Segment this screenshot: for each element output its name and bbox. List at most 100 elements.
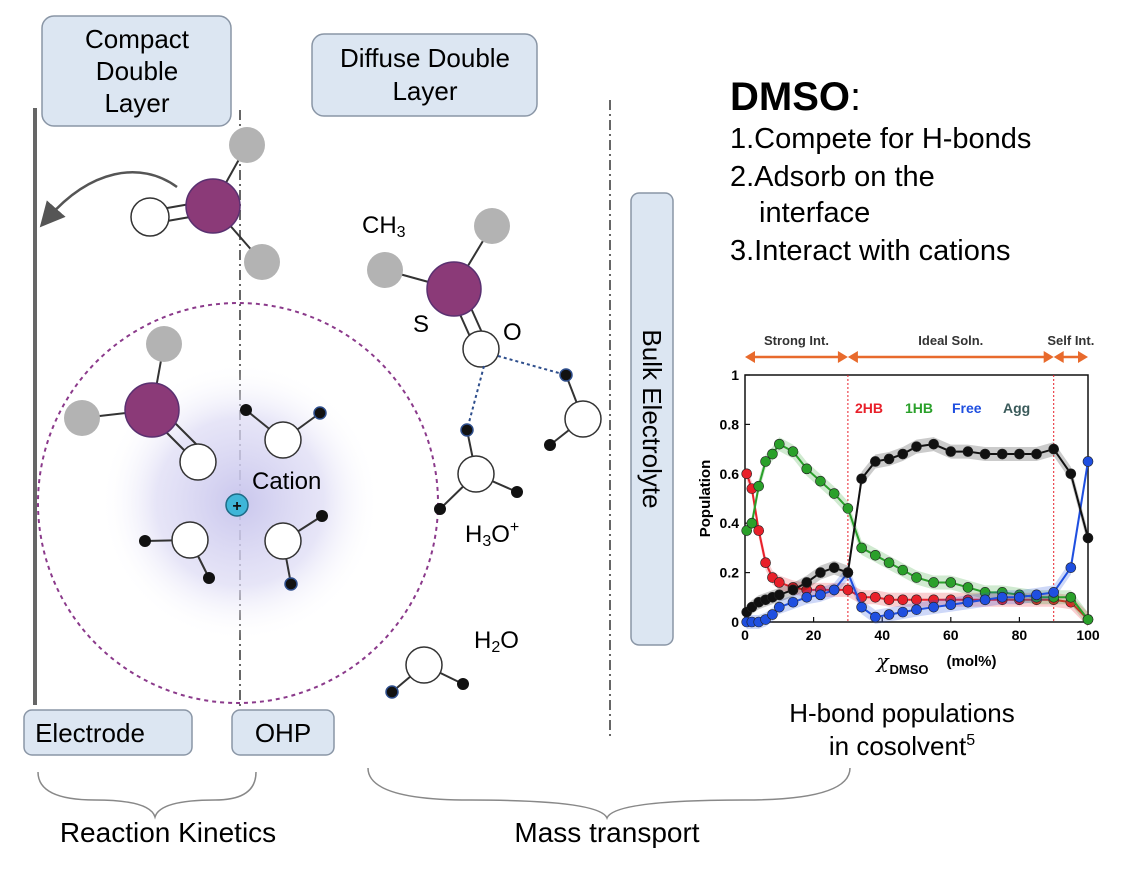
data-point bbox=[911, 604, 922, 615]
data-point bbox=[760, 456, 771, 467]
electrode-box bbox=[23, 709, 193, 756]
data-point bbox=[979, 594, 991, 606]
adsorption-arrow bbox=[39, 171, 178, 228]
x-tick-label: 100 bbox=[1076, 627, 1100, 643]
data-point bbox=[741, 525, 753, 536]
data-point bbox=[870, 456, 881, 467]
data-point bbox=[801, 577, 813, 588]
hbond-population-chart: Strong Int. Ideal Soln. Self Int. 0 20 40 60 80… bbox=[697, 333, 1100, 677]
data-point bbox=[870, 550, 881, 561]
ohp-label: OHP bbox=[255, 718, 311, 748]
data-point bbox=[787, 446, 799, 457]
legend-entry: 2HB bbox=[855, 400, 883, 416]
y-tick-label: 0.2 bbox=[720, 565, 740, 581]
data-point bbox=[773, 577, 785, 588]
data-point bbox=[1082, 532, 1094, 544]
region-arrowhead-left bbox=[1053, 351, 1064, 363]
data-point bbox=[767, 448, 778, 460]
dmso-item-3: 3.Interact with cations bbox=[730, 235, 1010, 267]
y-axis-label: Population bbox=[697, 460, 714, 538]
dmso-item-2b: interface bbox=[759, 197, 870, 229]
hydronium-molecule bbox=[434, 423, 523, 515]
legend-entry: 1HB bbox=[905, 400, 933, 416]
hbond-1 bbox=[466, 365, 485, 431]
data-point bbox=[870, 611, 881, 623]
chart-frame bbox=[744, 374, 1089, 623]
data-point bbox=[760, 557, 771, 569]
water-molecule-shell-3 bbox=[264, 510, 328, 591]
dmso-item-1: 1.Compete for H-bonds bbox=[730, 123, 1031, 155]
cation-plus: + bbox=[232, 498, 241, 515]
data-point bbox=[962, 582, 974, 593]
data-point bbox=[801, 591, 813, 603]
data-point bbox=[767, 609, 778, 620]
compact-layer-label-3: Layer bbox=[104, 88, 169, 118]
data-point bbox=[773, 438, 785, 450]
data-point bbox=[911, 572, 922, 583]
data-point bbox=[1065, 468, 1077, 480]
data-point bbox=[928, 601, 939, 613]
data-point bbox=[1065, 591, 1077, 603]
reaction-kinetics-label: Reaction Kinetics bbox=[60, 817, 276, 848]
data-point bbox=[1048, 443, 1059, 455]
data-point bbox=[979, 448, 991, 460]
data-point bbox=[928, 438, 939, 450]
data-point bbox=[746, 517, 758, 529]
data-point bbox=[897, 606, 909, 618]
data-point bbox=[753, 480, 765, 492]
data-point bbox=[753, 525, 765, 536]
h2o-label: H2O bbox=[474, 627, 519, 656]
legend-entry: Agg bbox=[1003, 400, 1030, 416]
x-tick-label: 0 bbox=[741, 627, 749, 643]
data-point bbox=[1014, 448, 1025, 460]
diffuse-layer-box bbox=[311, 33, 538, 117]
data-point bbox=[996, 448, 1008, 460]
data-point bbox=[828, 488, 840, 499]
series-line bbox=[746, 443, 1089, 613]
data-point bbox=[815, 475, 826, 487]
reaction-brace bbox=[37, 771, 257, 820]
data-point bbox=[883, 594, 895, 606]
data-point bbox=[1082, 614, 1094, 625]
water-molecule-right bbox=[544, 368, 602, 451]
data-point bbox=[962, 446, 974, 457]
x-axis-label-unit: (mol%) bbox=[947, 653, 997, 670]
h3o-label: H3O+ bbox=[465, 519, 519, 550]
dmso-heading: DMSO: bbox=[730, 75, 861, 119]
data-point bbox=[962, 596, 974, 608]
region-arrowhead-left bbox=[745, 351, 755, 363]
x-tick-label: 80 bbox=[1012, 627, 1028, 643]
data-point bbox=[897, 448, 909, 460]
data-point bbox=[856, 601, 867, 613]
data-point bbox=[883, 453, 895, 465]
caption-line-1: H-bond populations bbox=[789, 698, 1015, 728]
data-point bbox=[842, 584, 854, 596]
data-point bbox=[928, 577, 939, 588]
data-point bbox=[870, 591, 881, 603]
data-point bbox=[1014, 591, 1025, 603]
y-tick-label: 0.8 bbox=[720, 416, 740, 432]
data-point bbox=[815, 567, 826, 578]
x-axis-label-sub: DMSO bbox=[890, 662, 929, 677]
mass-transport-label: Mass transport bbox=[514, 817, 699, 848]
region-label: Ideal Soln. bbox=[918, 333, 983, 348]
data-point bbox=[828, 562, 840, 573]
compact-layer-label-1: Compact bbox=[85, 24, 190, 54]
mass-brace bbox=[367, 767, 851, 821]
data-point bbox=[911, 441, 922, 452]
data-point bbox=[828, 584, 840, 596]
data-point bbox=[856, 473, 867, 485]
diffuse-layer-label-2: Layer bbox=[392, 76, 457, 106]
bulk-electrolyte-box bbox=[630, 192, 674, 646]
legend-entry: Free bbox=[952, 400, 982, 416]
data-point bbox=[1082, 456, 1094, 467]
data-point bbox=[741, 468, 753, 480]
data-point bbox=[856, 542, 867, 554]
data-point bbox=[996, 591, 1008, 603]
data-point bbox=[1031, 448, 1042, 460]
data-point bbox=[945, 577, 957, 588]
water-molecule-shell-1 bbox=[240, 404, 327, 459]
data-point bbox=[1048, 587, 1059, 598]
solvation-shell bbox=[37, 302, 439, 704]
series-band bbox=[746, 437, 1088, 620]
